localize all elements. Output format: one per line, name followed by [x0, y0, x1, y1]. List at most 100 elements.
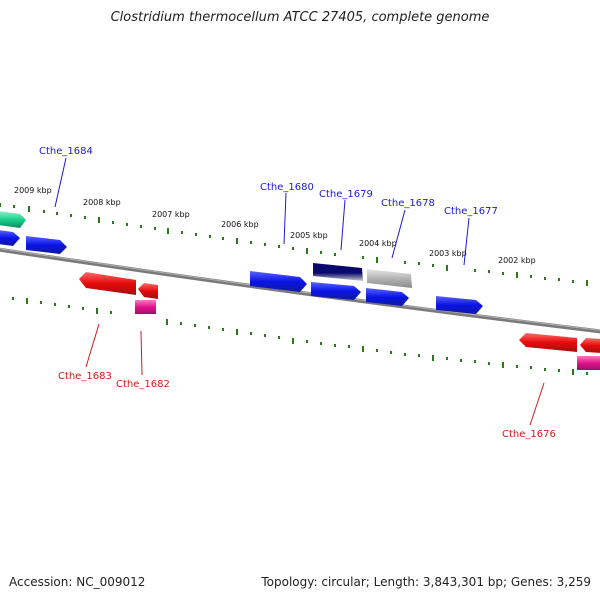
tick-mark [12, 297, 14, 300]
tick-mark [488, 362, 490, 365]
tick-mark [28, 206, 30, 212]
tick-mark [488, 270, 490, 273]
tick-mark [96, 308, 98, 314]
kbp-label: 2004 kbp [359, 239, 397, 248]
forward-gene-labels: Cthe_1684 Cthe_1680 Cthe_1679 Cthe_1678 … [39, 146, 498, 217]
tick-mark [474, 360, 476, 363]
tick-mark [264, 334, 266, 337]
tick-mark [70, 214, 72, 217]
gene-label-cthe-1679[interactable]: Cthe_1679 [319, 189, 373, 200]
tick-mark [306, 248, 308, 254]
gene-arrow-reverse[interactable] [580, 338, 600, 353]
tick-mark [112, 221, 114, 224]
tick-mark [236, 329, 238, 335]
tick-mark [334, 253, 336, 256]
gene-label-cthe-1680[interactable]: Cthe_1680 [260, 182, 314, 193]
tick-mark [154, 227, 156, 230]
gene-arrow-gray[interactable] [367, 269, 412, 288]
tick-mark [572, 280, 574, 283]
kbp-label: 2009 kbp [14, 186, 52, 195]
tick-mark [264, 243, 266, 246]
reverse-genes [79, 272, 600, 370]
tick-mark [558, 278, 560, 281]
map-title: Clostridium thermocellum ATCC 27405, com… [110, 10, 490, 25]
gene-arrow-reverse[interactable] [79, 272, 136, 295]
leader-line [283, 192, 287, 245]
gene-label-cthe-1678[interactable]: Cthe_1678 [381, 198, 435, 209]
gene-box-rna[interactable] [135, 300, 156, 314]
gene-arrow-reverse[interactable] [138, 283, 158, 299]
tick-mark [13, 205, 15, 208]
tick-mark [56, 212, 58, 215]
gene-arrow-forward[interactable] [366, 288, 409, 306]
gene-arrow-forward[interactable] [250, 271, 307, 292]
accession-text: Accession: NC_009012 [9, 575, 146, 589]
tick-mark [558, 369, 560, 372]
tick-mark [362, 256, 364, 259]
tick-mark [98, 217, 100, 223]
tick-mark [362, 346, 364, 352]
gene-label-cthe-1684[interactable]: Cthe_1684 [39, 146, 93, 157]
label-leader-lines [54, 157, 545, 426]
reverse-tick-track [12, 297, 588, 375]
gene-label-cthe-1683[interactable]: Cthe_1683 [58, 371, 112, 382]
tick-mark [194, 324, 196, 327]
tick-mark [40, 301, 42, 304]
tick-mark [376, 349, 378, 352]
tick-mark [544, 368, 546, 371]
tick-mark [236, 238, 238, 244]
tick-mark [516, 272, 518, 278]
gene-label-cthe-1682[interactable]: Cthe_1682 [116, 379, 170, 390]
tick-mark [278, 336, 280, 339]
gene-label-cthe-1676[interactable]: Cthe_1676 [502, 429, 556, 440]
tick-mark [84, 216, 86, 219]
leader-line [54, 157, 67, 208]
tick-mark [320, 251, 322, 254]
gene-arrow-forward[interactable] [311, 282, 361, 300]
tick-mark [544, 277, 546, 280]
tick-mark [209, 235, 211, 238]
kbp-label: 2005 kbp [290, 231, 328, 240]
tick-mark [418, 262, 420, 265]
tick-mark [43, 210, 45, 213]
gene-label-cthe-1677[interactable]: Cthe_1677 [444, 206, 498, 217]
tick-mark [306, 340, 308, 343]
gene-arrow-teal[interactable] [0, 211, 26, 228]
tick-mark [446, 265, 448, 271]
gene-arrow-dark[interactable] [313, 263, 363, 281]
tick-mark [250, 332, 252, 335]
tick-mark [54, 303, 56, 306]
leader-line [391, 209, 406, 259]
tick-mark [432, 355, 434, 361]
tick-mark [250, 241, 252, 244]
tick-mark [140, 225, 142, 228]
tick-mark [418, 354, 420, 357]
tick-mark [586, 372, 588, 375]
tick-mark [292, 338, 294, 344]
gene-arrow-forward[interactable] [26, 236, 67, 254]
genome-summary-text: Topology: circular; Length: 3,843,301 bp… [261, 575, 591, 589]
tick-mark [334, 344, 336, 347]
tick-mark [167, 228, 169, 234]
tick-mark [82, 307, 84, 310]
kbp-label: 2003 kbp [429, 249, 467, 258]
gene-arrow-forward[interactable] [436, 296, 483, 314]
tick-mark [572, 369, 574, 375]
tick-mark [181, 231, 183, 234]
kbp-labels: 2009 kbp 2008 kbp 2007 kbp 2006 kbp 2005… [14, 186, 536, 265]
forward-genes [0, 211, 483, 314]
tick-mark [404, 261, 406, 264]
tick-mark [432, 264, 434, 267]
leader-line [340, 199, 346, 251]
gene-arrow-reverse[interactable] [519, 333, 577, 352]
tick-mark [68, 305, 70, 308]
tick-mark [320, 342, 322, 345]
gene-box-rna[interactable] [577, 356, 600, 370]
tick-mark [502, 272, 504, 275]
leader-line [529, 382, 545, 426]
tick-mark [166, 319, 168, 325]
tick-mark [180, 322, 182, 325]
genome-backbone [0, 247, 600, 334]
tick-mark [530, 275, 532, 278]
gene-arrow-forward[interactable] [0, 230, 20, 246]
